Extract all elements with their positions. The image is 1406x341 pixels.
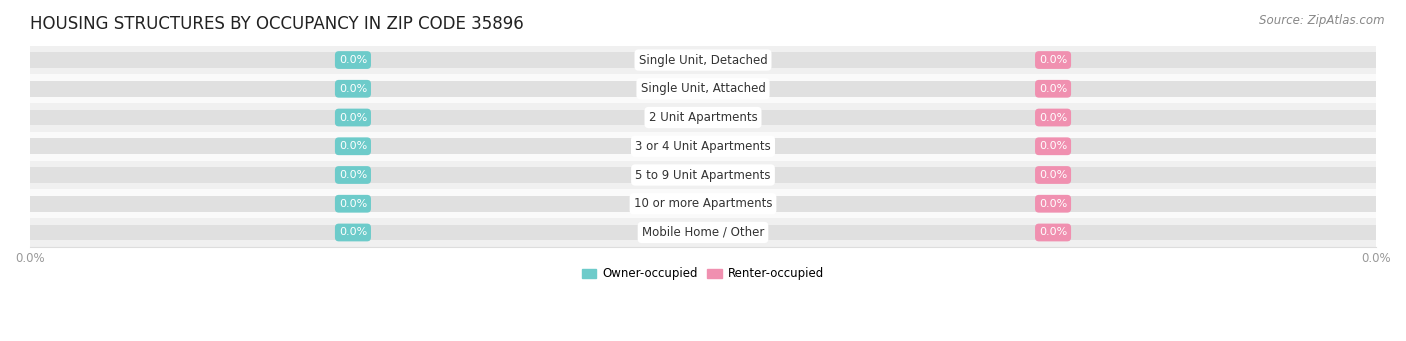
Bar bbox=[30, 132, 1376, 161]
Bar bbox=[30, 52, 1376, 68]
Bar bbox=[30, 46, 1376, 74]
Text: 0.0%: 0.0% bbox=[339, 141, 367, 151]
Bar bbox=[30, 138, 1376, 154]
Text: 10 or more Apartments: 10 or more Apartments bbox=[634, 197, 772, 210]
Bar bbox=[30, 218, 1376, 247]
Text: 3 or 4 Unit Apartments: 3 or 4 Unit Apartments bbox=[636, 140, 770, 153]
Bar bbox=[30, 74, 1376, 103]
Text: 0.0%: 0.0% bbox=[339, 199, 367, 209]
Text: Mobile Home / Other: Mobile Home / Other bbox=[641, 226, 765, 239]
Text: Source: ZipAtlas.com: Source: ZipAtlas.com bbox=[1260, 14, 1385, 27]
Legend: Owner-occupied, Renter-occupied: Owner-occupied, Renter-occupied bbox=[578, 263, 828, 285]
Bar bbox=[30, 161, 1376, 189]
Text: 0.0%: 0.0% bbox=[1039, 141, 1067, 151]
Text: 0.0%: 0.0% bbox=[339, 227, 367, 237]
Bar bbox=[30, 81, 1376, 97]
Text: 0.0%: 0.0% bbox=[339, 113, 367, 122]
Bar bbox=[30, 189, 1376, 218]
Text: 0.0%: 0.0% bbox=[1039, 227, 1067, 237]
Text: Single Unit, Attached: Single Unit, Attached bbox=[641, 82, 765, 95]
Text: 0.0%: 0.0% bbox=[1039, 199, 1067, 209]
Text: 0.0%: 0.0% bbox=[339, 55, 367, 65]
Text: 0.0%: 0.0% bbox=[1039, 113, 1067, 122]
Bar bbox=[30, 167, 1376, 183]
Text: 0.0%: 0.0% bbox=[339, 84, 367, 94]
Text: 2 Unit Apartments: 2 Unit Apartments bbox=[648, 111, 758, 124]
Text: HOUSING STRUCTURES BY OCCUPANCY IN ZIP CODE 35896: HOUSING STRUCTURES BY OCCUPANCY IN ZIP C… bbox=[30, 15, 523, 33]
Text: 0.0%: 0.0% bbox=[339, 170, 367, 180]
Text: 5 to 9 Unit Apartments: 5 to 9 Unit Apartments bbox=[636, 168, 770, 181]
Text: 0.0%: 0.0% bbox=[1039, 84, 1067, 94]
Bar bbox=[30, 225, 1376, 240]
Text: Single Unit, Detached: Single Unit, Detached bbox=[638, 54, 768, 66]
Bar bbox=[30, 109, 1376, 125]
Text: 0.0%: 0.0% bbox=[1039, 170, 1067, 180]
Bar bbox=[30, 103, 1376, 132]
Bar bbox=[30, 196, 1376, 212]
Text: 0.0%: 0.0% bbox=[1039, 55, 1067, 65]
